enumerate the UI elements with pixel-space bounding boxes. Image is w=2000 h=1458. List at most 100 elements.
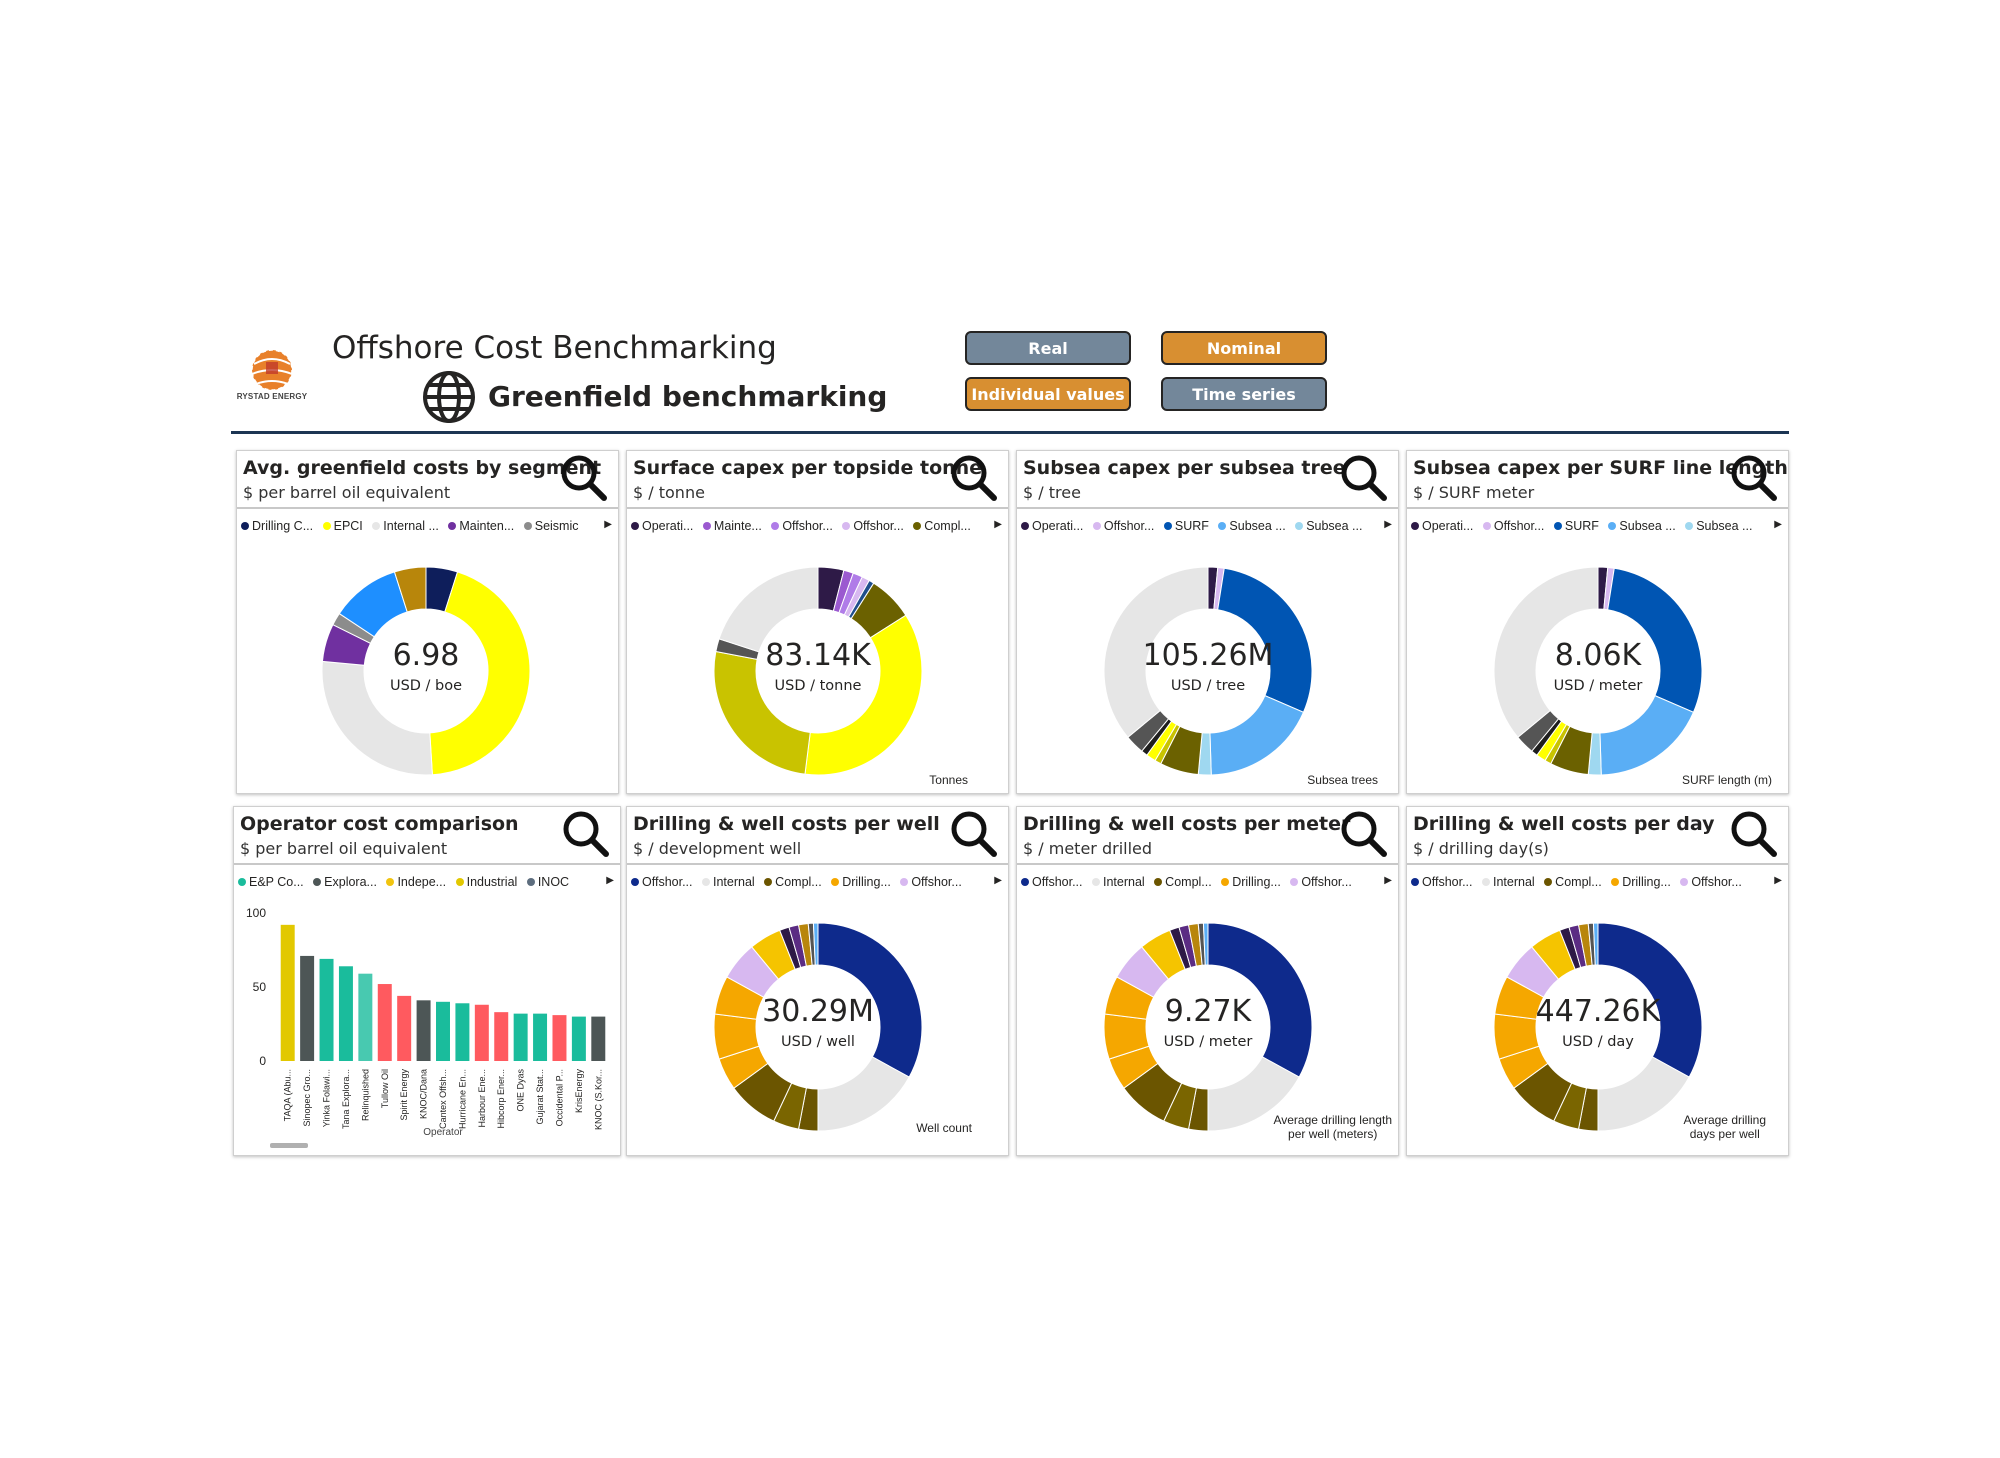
legend-item[interactable]: Subsea ...	[1295, 519, 1362, 533]
nominal-button[interactable]: Nominal	[1161, 331, 1327, 365]
legend-item[interactable]: Explora...	[313, 875, 377, 889]
legend-item[interactable]: Subsea ...	[1608, 519, 1676, 533]
legend-next-arrow[interactable]: ▶	[604, 519, 612, 530]
donut-slice[interactable]	[1207, 922, 1313, 1078]
legend-item[interactable]: Offshor...	[1680, 875, 1742, 889]
real-button[interactable]: Real	[965, 331, 1131, 365]
donut-slice[interactable]	[393, 566, 427, 613]
legend-next-arrow[interactable]: ▶	[606, 875, 614, 886]
donut-slice[interactable]	[817, 922, 923, 1078]
bar[interactable]	[455, 1003, 470, 1061]
donut-slice[interactable]	[1103, 566, 1209, 738]
horizontal-scrollbar[interactable]	[270, 1143, 308, 1148]
donut-slice[interactable]	[718, 566, 819, 653]
legend-item[interactable]: INOC	[526, 875, 569, 889]
individual-values-button[interactable]: Individual values	[965, 377, 1131, 411]
legend-item[interactable]: Offshor...	[1482, 519, 1544, 533]
donut-slice[interactable]	[429, 571, 531, 776]
bar[interactable]	[300, 955, 315, 1061]
donut-slice[interactable]	[1493, 566, 1599, 738]
time-series-button[interactable]: Time series	[1161, 377, 1327, 411]
magnifier-icon[interactable]	[1728, 451, 1780, 503]
legend-item[interactable]: Offshor...	[1290, 875, 1352, 889]
legend-label: Offshor...	[853, 519, 904, 533]
magnifier-icon[interactable]	[558, 451, 610, 503]
donut-slice[interactable]	[321, 660, 433, 776]
legend-item[interactable]: Internal	[701, 875, 755, 889]
magnifier-icon[interactable]	[948, 451, 1000, 503]
legend-item[interactable]: SURF	[1553, 519, 1599, 533]
legend-item[interactable]: Internal ...	[372, 519, 439, 533]
bar[interactable]	[416, 1000, 431, 1061]
legend-item[interactable]: Compl...	[913, 519, 971, 533]
legend-item[interactable]: Mainten...	[448, 519, 514, 533]
legend-item[interactable]: Industrial	[455, 875, 517, 889]
donut-slice[interactable]	[812, 922, 819, 966]
legend-item[interactable]: Drilling...	[831, 875, 891, 889]
legend-item[interactable]: Drilling...	[1611, 875, 1671, 889]
legend-item[interactable]: Indepe...	[386, 875, 446, 889]
legend-item[interactable]: Offshor...	[1021, 875, 1083, 889]
legend-item[interactable]: Compl...	[1544, 875, 1602, 889]
bar[interactable]	[358, 973, 373, 1061]
donut-slice[interactable]	[1597, 922, 1703, 1078]
legend-item[interactable]: Mainte...	[702, 519, 762, 533]
legend-next-arrow[interactable]: ▶	[1384, 519, 1392, 530]
bar[interactable]	[436, 1001, 450, 1061]
legend-item[interactable]: Internal	[1091, 875, 1145, 889]
legend-item[interactable]: Offshor...	[631, 875, 693, 889]
legend-item[interactable]: Operati...	[1411, 519, 1473, 533]
legend-item[interactable]: E&P Co...	[238, 875, 304, 889]
legend-next-arrow[interactable]: ▶	[1384, 875, 1392, 886]
bar[interactable]	[494, 1012, 509, 1061]
legend-item[interactable]: Subsea ...	[1218, 519, 1286, 533]
legend-item[interactable]: Seismic	[523, 519, 579, 533]
donut-slice[interactable]	[1217, 567, 1313, 713]
bar[interactable]	[319, 958, 334, 1061]
x-tick-label: Spirit Energy	[399, 1069, 409, 1121]
bar[interactable]	[552, 1015, 567, 1061]
legend-item[interactable]: Drilling...	[1221, 875, 1281, 889]
magnifier-icon[interactable]	[560, 807, 612, 859]
legend-item[interactable]: EPCI	[322, 519, 363, 533]
bar[interactable]	[338, 966, 353, 1061]
magnifier-icon[interactable]	[1338, 451, 1390, 503]
legend-next-arrow[interactable]: ▶	[994, 875, 1002, 886]
legend-item[interactable]: Subsea ...	[1685, 519, 1752, 533]
bar[interactable]	[591, 1016, 606, 1061]
legend-item[interactable]: Offshor...	[1092, 519, 1154, 533]
bar[interactable]	[280, 924, 295, 1061]
legend-item[interactable]: Compl...	[1154, 875, 1212, 889]
donut-slice[interactable]	[1209, 694, 1305, 776]
legend-next-arrow[interactable]: ▶	[1774, 875, 1782, 886]
page-subtitle: Greenfield benchmarking	[488, 380, 888, 413]
legend-item[interactable]: Drilling C...	[241, 519, 313, 533]
donut-slice[interactable]	[1607, 567, 1703, 713]
card-subsea-capex: Subsea capex per subsea tree $ / tree Op…	[1016, 450, 1399, 794]
magnifier-icon[interactable]	[948, 807, 1000, 859]
legend-next-arrow[interactable]: ▶	[1774, 519, 1782, 530]
donut-slice[interactable]	[1599, 694, 1695, 776]
legend-item[interactable]: Offshor...	[842, 519, 904, 533]
magnifier-icon[interactable]	[1728, 807, 1780, 859]
legend-item[interactable]: Operati...	[631, 519, 693, 533]
bar[interactable]	[513, 1013, 528, 1061]
legend-item[interactable]: Offshor...	[771, 519, 833, 533]
bar[interactable]	[474, 1004, 489, 1061]
bar[interactable]	[533, 1013, 548, 1061]
legend-item[interactable]: Offshor...	[900, 875, 962, 889]
legend: Offshor... Internal Compl... Drilling...…	[1411, 875, 1784, 891]
bar[interactable]	[571, 1016, 586, 1061]
donut-slice[interactable]	[1202, 922, 1209, 966]
legend-next-arrow[interactable]: ▶	[994, 519, 1002, 530]
bar[interactable]	[377, 984, 392, 1061]
magnifier-icon[interactable]	[1338, 807, 1390, 859]
donut-slice[interactable]	[804, 614, 923, 776]
legend-item[interactable]: Operati...	[1021, 519, 1083, 533]
legend-item[interactable]: Internal	[1481, 875, 1535, 889]
legend-item[interactable]: SURF	[1163, 519, 1209, 533]
donut-slice[interactable]	[1592, 922, 1599, 966]
bar[interactable]	[397, 995, 412, 1061]
legend-item[interactable]: Compl...	[764, 875, 822, 889]
legend-item[interactable]: Offshor...	[1411, 875, 1473, 889]
